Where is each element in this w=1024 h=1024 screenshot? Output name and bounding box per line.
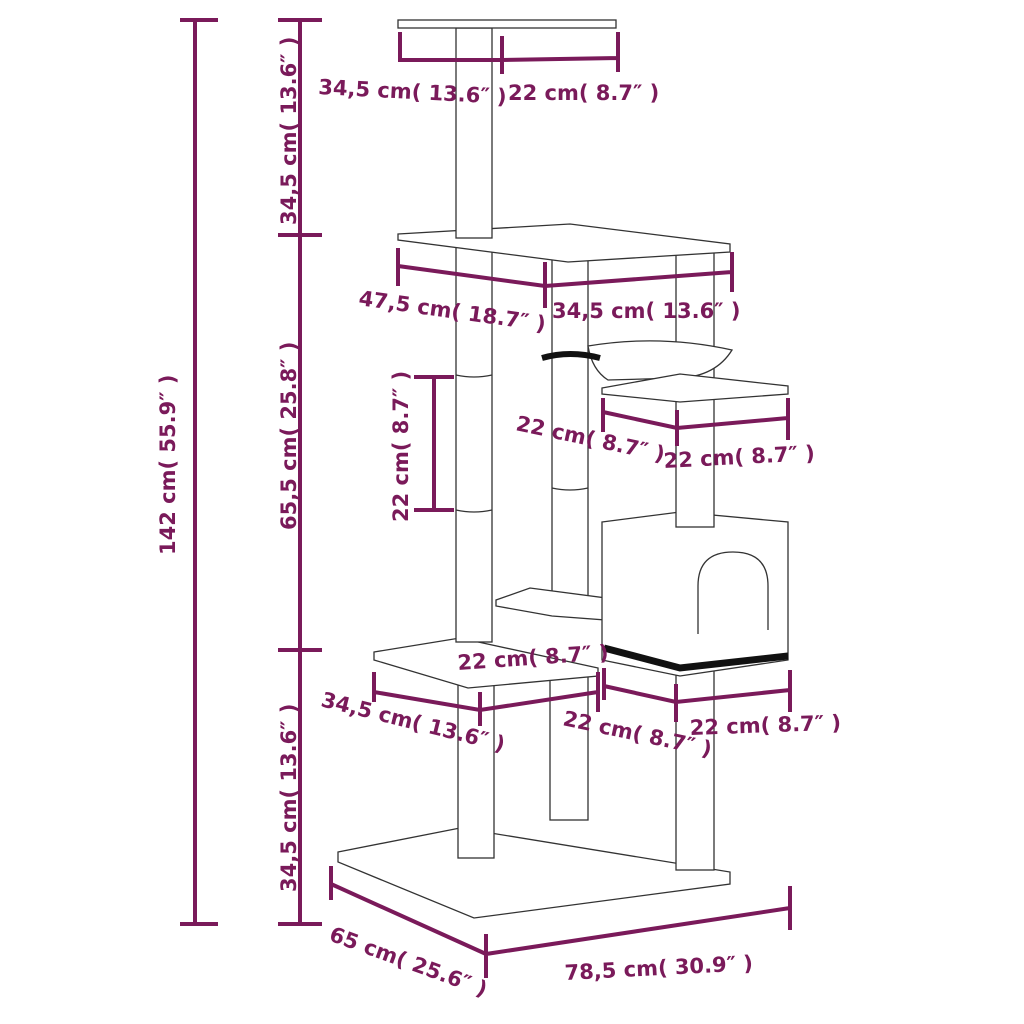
post-top [455, 27, 493, 239]
shelf-platform [601, 373, 789, 403]
label-post-segment: 22 cm( 8.7″ ) [389, 371, 413, 522]
post-right-middle [675, 394, 715, 528]
base-board [337, 827, 731, 919]
label-mid-height: 65,5 cm( 25.8″ ) [277, 342, 301, 530]
label-mid-depth: 34,5 cm( 13.6″ ) [552, 299, 740, 323]
small-step [495, 587, 607, 621]
label-mid-width: 47,5 cm( 18.7″ ) [357, 286, 547, 336]
label-top-height: 34,5 cm( 13.6″ ) [277, 37, 301, 225]
label-total-height: 142 cm( 55.9″ ) [156, 375, 180, 556]
house-strap [603, 644, 789, 672]
label-base-width: 78,5 cm( 30.9″ ) [564, 951, 753, 985]
label-base-depth: 65 cm( 25.6″ ) [326, 922, 490, 1001]
top-platform [397, 19, 617, 29]
label-house-width: 22 cm( 8.7″ ) [689, 711, 841, 740]
post-center-main [551, 254, 589, 616]
house-door [697, 551, 769, 634]
hammock-ring [541, 351, 601, 361]
cat-tree-drawing [337, 19, 789, 919]
label-low-height: 34,5 cm( 13.6″ ) [277, 704, 301, 892]
label-top-width: 22 cm( 8.7″ ) [508, 81, 659, 105]
hammock [587, 340, 734, 381]
post-right-lower [675, 664, 715, 871]
dimension-lines [180, 18, 792, 978]
